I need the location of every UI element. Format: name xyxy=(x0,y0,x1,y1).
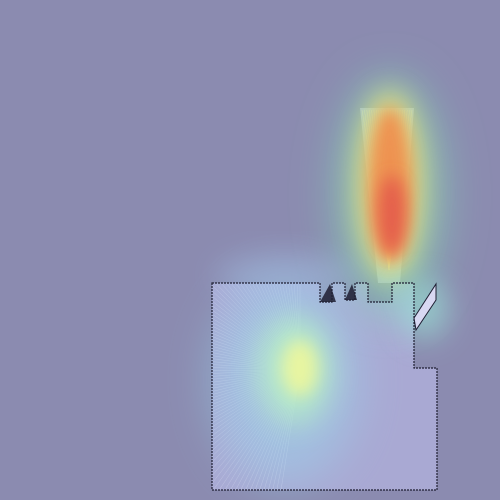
doorway-right-frame xyxy=(413,282,437,332)
heatmap-corridor-core xyxy=(378,175,406,255)
wall-wedge xyxy=(320,284,336,302)
wall-wedge-2 xyxy=(345,284,357,300)
heatmap-room-core xyxy=(282,340,318,396)
heatmap-overlay xyxy=(210,75,450,485)
heatmap-room-top-faint xyxy=(215,253,355,297)
